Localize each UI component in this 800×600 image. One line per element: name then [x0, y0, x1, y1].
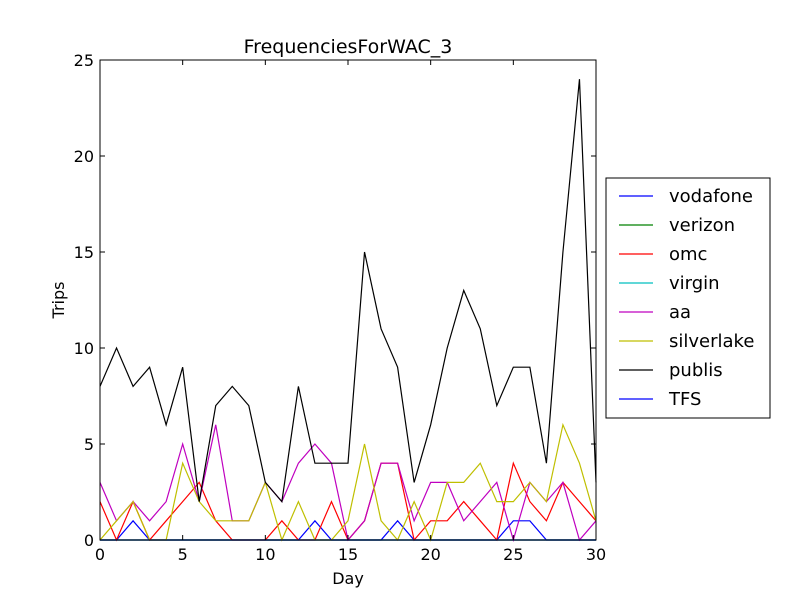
y-tick-label: 25 — [74, 51, 94, 70]
y-axis-label: Trips — [49, 282, 68, 320]
y-tick-label: 0 — [84, 531, 94, 550]
legend-label-aa: aa — [669, 302, 691, 323]
legend: vodafone verizon omc virgin aa silverlake publ… — [605, 177, 771, 419]
x-tick-label: 0 — [95, 545, 105, 564]
x-tick-label: 10 — [255, 545, 275, 564]
legend-label-silverlake: silverlake — [669, 331, 754, 352]
legend-label-publis: publis — [669, 360, 723, 381]
legend-label-omc: omc — [669, 244, 707, 265]
legend-label-virgin: virgin — [669, 273, 720, 294]
x-tick-label: 20 — [420, 545, 440, 564]
x-tick-label: 15 — [338, 545, 358, 564]
legend-label-tfs: TFS — [668, 389, 701, 410]
legend-label-vodafone: vodafone — [669, 186, 753, 207]
x-tick-label: 5 — [178, 545, 188, 564]
series-line-silverlake — [99, 422, 597, 542]
x-axis-label: Day — [332, 569, 364, 588]
legend-box — [605, 177, 771, 419]
x-tick-label: 30 — [586, 545, 606, 564]
chart-title: FrequenciesForWAC_3 — [244, 36, 453, 58]
y-tick-label: 5 — [84, 435, 94, 454]
x-tick-label: 25 — [503, 545, 523, 564]
y-axis: 0 5 10 15 20 25 — [74, 51, 596, 550]
series-line-publis — [99, 79, 597, 503]
y-tick-label: 15 — [74, 243, 94, 262]
y-tick-label: 10 — [74, 339, 94, 358]
y-tick-label: 20 — [74, 147, 94, 166]
x-axis: 0 5 10 15 20 25 30 — [95, 60, 606, 564]
legend-label-verizon: verizon — [669, 215, 735, 236]
